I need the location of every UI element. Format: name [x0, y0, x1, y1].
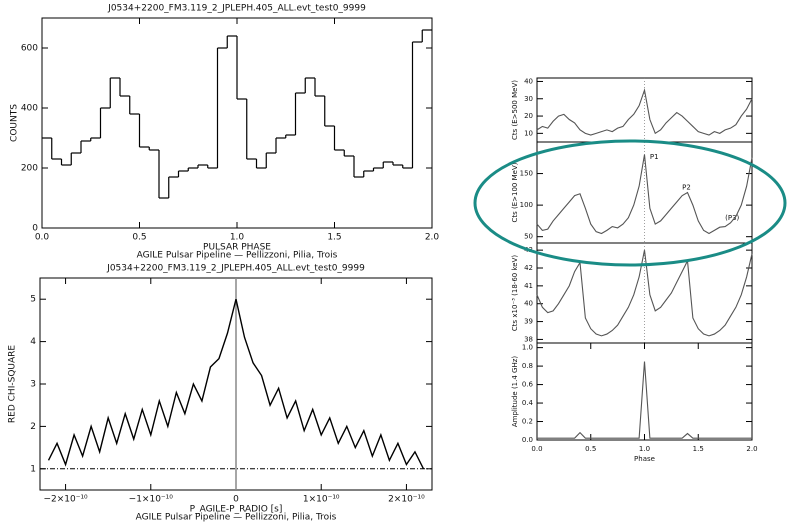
y-axis-label: RED CHI-SQUARE	[8, 345, 18, 423]
data-line	[536, 154, 753, 235]
annotation: P1	[650, 153, 659, 161]
y-tick-label: 1	[30, 464, 36, 474]
x-tick-label: −1×10⁻¹⁰	[129, 495, 174, 505]
x-tick-label: 0.0	[531, 445, 542, 453]
y-tick-label: 0.2	[522, 418, 533, 426]
y-tick-label: 400	[21, 104, 38, 114]
plot-frame	[536, 342, 753, 441]
x-tick-label: 1.5	[327, 233, 341, 243]
y-tick-label: 200	[21, 164, 38, 174]
y-tick-label: 20	[524, 112, 533, 120]
y-tick-label: 150	[520, 170, 533, 178]
y-axis-label: COUNTS	[10, 104, 20, 142]
y-tick-label: 1.0	[522, 344, 533, 352]
x-axis-label: Phase	[634, 455, 655, 463]
x-tick-label: 2.0	[425, 233, 440, 243]
panel: 1 2 3 4 5 −2×10⁻¹⁰ −1×10⁻¹⁰ 0 1×10⁻¹⁰ 2×10⁻¹⁰ J053…	[8, 264, 433, 522]
y-tick-label: 0	[32, 224, 38, 234]
y-tick-label: 4	[30, 337, 36, 347]
x-tick-label: 1.5	[693, 445, 704, 453]
data-line	[536, 87, 753, 136]
x-tick-label: 1×10⁻¹⁰	[303, 495, 340, 505]
data-line	[47, 299, 425, 470]
y-tick-label: 100	[520, 201, 533, 209]
x-tick-label: 0	[233, 495, 239, 505]
x-tick-label: 2.0	[746, 445, 757, 453]
x-tick-label: 2×10⁻¹⁰	[388, 495, 425, 505]
y-tick-label: 5	[30, 295, 36, 305]
y-tick-label: 50	[524, 233, 533, 241]
y-tick-label: 0.0	[522, 436, 533, 444]
y-tick-label: 2	[30, 422, 36, 432]
y-tick-label: 42	[524, 264, 533, 272]
x-axis-label: PULSAR PHASE	[203, 243, 271, 253]
y-tick-label: 3	[30, 380, 36, 390]
y-axis-label: Amplitude (1.4 GHz)	[511, 356, 519, 428]
x-tick-label: −2×10⁻¹⁰	[43, 495, 88, 505]
y-tick-label: 38	[524, 335, 533, 343]
y-axis-label: Cts (E>100 MeV)	[511, 162, 519, 222]
annotation: (P3)	[725, 214, 739, 222]
y-tick-label: 39	[524, 318, 533, 326]
data-line	[536, 250, 753, 337]
y-tick-label: 0.4	[522, 399, 534, 407]
x-tick-label: 0.5	[585, 445, 596, 453]
y-tick-label: 41	[524, 282, 533, 290]
x-axis-label: P_AGILE-P_RADIO [s]	[190, 505, 283, 515]
y-tick-label: 40	[524, 300, 533, 308]
highlight-ellipse	[473, 139, 787, 267]
data-line	[537, 361, 752, 439]
panel: 10 20 30 40 Cts (E>500 MeV)	[511, 77, 753, 143]
histogram-connector	[51, 30, 423, 198]
chart-subtitle: AGILE Pulsar Pipeline — Pellizzoni, Pili…	[137, 251, 338, 261]
x-tick-label: 1.0	[230, 233, 245, 243]
y-tick-label: 600	[21, 44, 38, 54]
x-tick-label: 1.0	[639, 445, 650, 453]
y-tick-label: 10	[524, 129, 533, 137]
panel: 0 200 400 600 0.0 0.5 1.0 1.5 2.0 J0534+2200_FM3.…	[10, 4, 440, 261]
panel: 0.0 0.2 0.4 0.6 0.8 1.0 0.0 0.5 1.0 1.5 2.0 Phase Am…	[511, 342, 758, 463]
annotation: P2	[682, 183, 691, 191]
y-tick-label: 40	[524, 77, 533, 85]
y-tick-label: 0.6	[522, 381, 534, 389]
chart-title: J0534+2200_FM3.119_2_JPLEPH.405_ALL.evt_…	[106, 264, 365, 274]
chart-title: J0534+2200_FM3.119_2_JPLEPH.405_ALL.evt_…	[107, 4, 366, 14]
y-axis-label: Cts x10⁻³ (18-60 keV)	[511, 255, 519, 331]
chart-subtitle: AGILE Pulsar Pipeline — Pellizzoni, Pili…	[136, 513, 337, 522]
x-tick-label: 0.5	[132, 233, 146, 243]
x-tick-label: 0.0	[35, 233, 50, 243]
y-axis-label: Cts (E>500 MeV)	[511, 80, 519, 140]
y-tick-label: 0.8	[522, 362, 533, 370]
y-tick-label: 30	[524, 95, 533, 103]
